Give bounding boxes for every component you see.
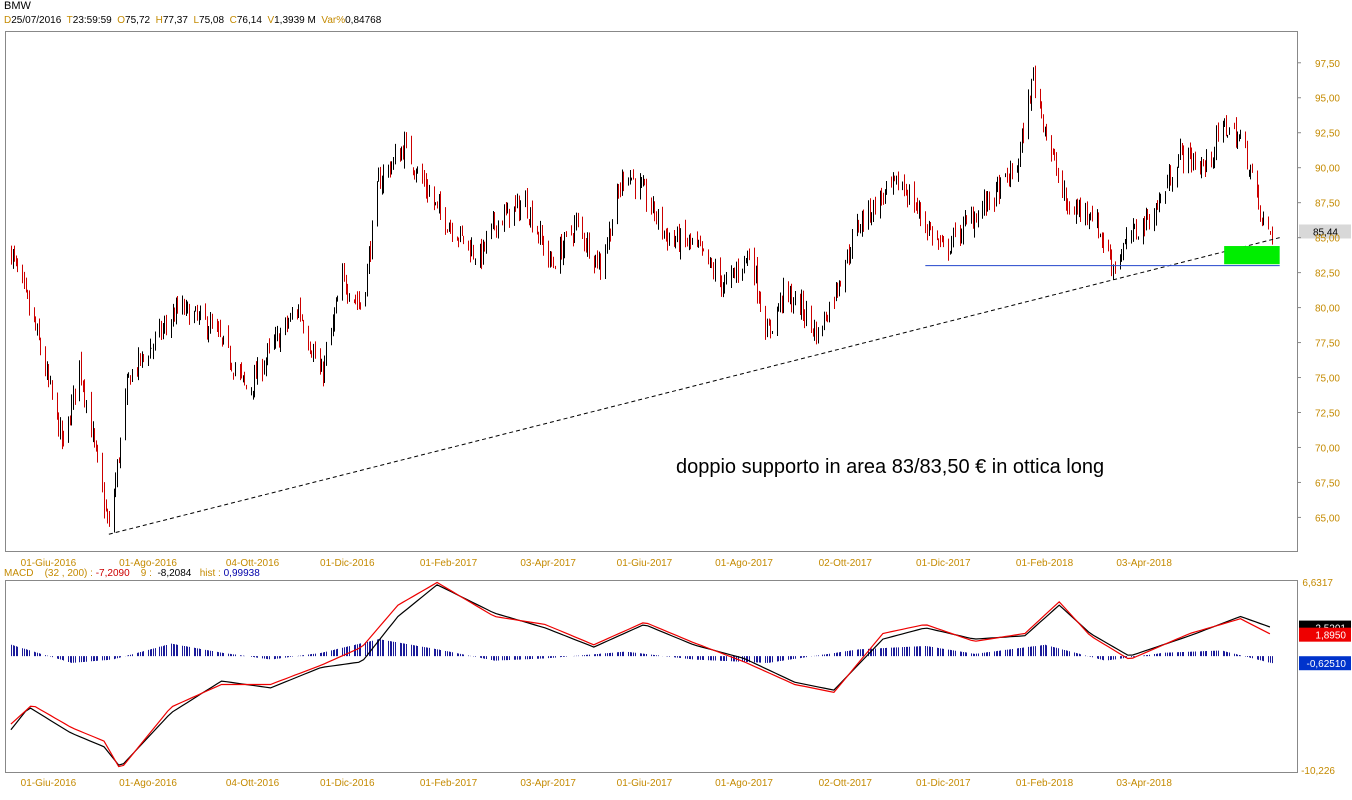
price-axis-label: 80,00	[1315, 304, 1340, 315]
ohlc-value: 25/07/2016	[11, 15, 67, 26]
macd-hist-label: hist :	[199, 568, 221, 579]
price-x-label: 01-Dic-2017	[916, 558, 971, 569]
macd-signal-value: -8,2084	[157, 568, 192, 579]
price-axis-label: 92,50	[1315, 129, 1340, 140]
macd-x-label: 01-Feb-2018	[1016, 778, 1074, 789]
macd-value: -7,2090	[95, 568, 130, 579]
ohlc-value: 0,84768	[345, 15, 382, 26]
macd-x-label: 01-Ago-2016	[119, 778, 177, 789]
macd-x-label: 01-Dic-2016	[320, 778, 375, 789]
macd-label: MACD	[4, 568, 34, 579]
price-axis-label: 90,00	[1315, 164, 1340, 175]
macd-axis-min: -10,226	[1301, 766, 1335, 777]
macd-x-label: 01-Ago-2017	[715, 778, 773, 789]
macd-hist-value: 0,99938	[223, 568, 260, 579]
ohlc-value: 75,08	[199, 15, 230, 26]
hist-last-tag-label: -0,62510	[1307, 659, 1347, 670]
macd-params: (32 , 200) :	[44, 568, 93, 579]
signal-last-tag	[1299, 627, 1351, 642]
chart-symbol: BMW	[4, 0, 31, 12]
price-axis-label: 65,00	[1315, 513, 1340, 524]
ohlc-key: T	[66, 15, 73, 26]
ohlc-key: H	[155, 15, 163, 26]
price-x-label: 01-Giu-2017	[617, 558, 673, 569]
price-x-label: 03-Apr-2017	[520, 558, 576, 569]
support-zone	[1224, 246, 1280, 265]
ohlc-fields: D25/07/2016 T23:59:59 O75,72 H77,37 L75,…	[4, 15, 381, 26]
ohlc-value: 1,3939 M	[274, 15, 322, 26]
trendline	[108, 237, 1280, 535]
macd-plot-frame	[5, 580, 1298, 773]
macd-x-label: 01-Giu-2016	[21, 778, 77, 789]
macd-x-label: 01-Giu-2017	[617, 778, 673, 789]
price-axis-label: 82,50	[1315, 269, 1340, 280]
price-x-label: 01-Ago-2017	[715, 558, 773, 569]
ohlc-key: O	[117, 15, 126, 26]
price-axis-label: 95,00	[1315, 94, 1340, 105]
chart-annotation: doppio supporto in area 83/83,50 € in ot…	[676, 456, 1104, 478]
macd-x-label: 02-Ott-2017	[819, 778, 873, 789]
price-x-label: 03-Apr-2018	[1116, 558, 1172, 569]
price-x-label: 01-Feb-2017	[420, 558, 478, 569]
ohlc-key: V	[267, 15, 275, 26]
price-axis-label: 77,50	[1315, 339, 1340, 350]
macd-x-label: 03-Apr-2018	[1116, 778, 1172, 789]
price-x-label: 01-Ago-2016	[119, 558, 177, 569]
ohlc-value: 77,37	[162, 15, 194, 26]
ohlc-key: L	[193, 15, 200, 26]
macd-x-label: 04-Ott-2016	[226, 778, 280, 789]
price-x-label: 01-Dic-2016	[320, 558, 375, 569]
price-x-label: 01-Giu-2016	[21, 558, 77, 569]
ohlc-value: 75,72	[125, 15, 156, 26]
macd-header: MACD (32 , 200) : -7,2090 9 : -8,2084 hi…	[4, 568, 260, 579]
price-x-label: 04-Ott-2016	[226, 558, 280, 569]
macd-axis-max: 6,6317	[1302, 578, 1333, 589]
macd-series-macd	[10, 584, 1271, 766]
ohlc-key: D	[4, 15, 12, 26]
ohlc-value: 76,14	[236, 15, 268, 26]
price-axis-label: 85,00	[1315, 234, 1340, 245]
signal-last-tag-label: 1,8950	[1315, 631, 1346, 642]
ohlc-key: Var%	[321, 15, 346, 26]
ohlc-value: 23:59:59	[72, 15, 118, 26]
price-x-label: 02-Ott-2017	[819, 558, 873, 569]
macd-x-label: 01-Dic-2017	[916, 778, 971, 789]
price-axis-label: 72,50	[1315, 409, 1340, 420]
ohlc-key: C	[229, 15, 237, 26]
price-axis-label: 70,00	[1315, 443, 1340, 454]
macd-x-label: 03-Apr-2017	[520, 778, 576, 789]
price-axis-label: 75,00	[1315, 374, 1340, 385]
ohlc-header: D25/07/2016 T23:59:59 O75,72 H77,37 L75,…	[4, 15, 381, 26]
last-price-label: 85,44	[1313, 227, 1338, 238]
last-price-tag	[1299, 224, 1351, 239]
price-plot-frame	[5, 31, 1298, 552]
hist-last-tag	[1299, 656, 1351, 671]
price-axis-label: 97,50	[1315, 59, 1340, 70]
macd-signal-label: 9 :	[140, 568, 152, 579]
macd-x-label: 01-Feb-2017	[420, 778, 478, 789]
price-axis-label: 87,50	[1315, 199, 1340, 210]
macd-series-signal	[10, 581, 1271, 768]
price-x-label: 01-Feb-2018	[1016, 558, 1074, 569]
price-axis-label: 67,50	[1315, 478, 1340, 489]
